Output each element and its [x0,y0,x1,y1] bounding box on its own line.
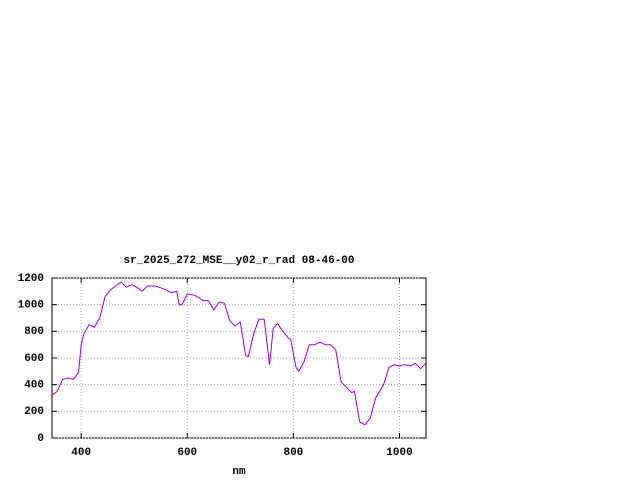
x-tick-label: 400 [71,447,91,459]
y-tick-label: 600 [24,353,44,365]
x-tick-label: 600 [177,447,197,459]
y-tick-label: 800 [24,326,44,338]
data-line [51,281,426,426]
y-tick-label: 400 [24,380,44,392]
y-tick-label: 0 [37,433,44,445]
x-axis-label: nm [232,466,246,478]
y-tick-label: 200 [24,406,44,418]
x-tick-label: 800 [283,447,303,459]
chart-title: sr_2025_272_MSE__y02_r_rad 08-46-00 [123,255,354,267]
y-tick-label: 1200 [18,273,44,285]
x-tick-label: 1000 [386,447,412,459]
y-tick-label: 1000 [18,300,44,312]
